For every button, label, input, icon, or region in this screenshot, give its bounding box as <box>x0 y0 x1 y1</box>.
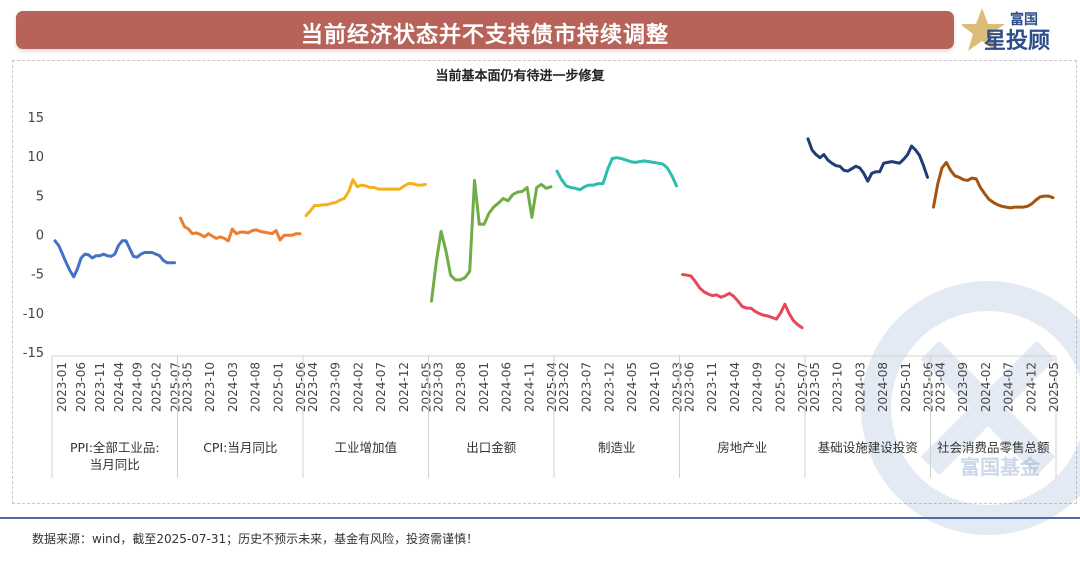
category-label: 出口金额 <box>466 440 517 455</box>
x-tick-label: 2023-10 <box>203 362 217 412</box>
category-label: 基础设施建设投资 <box>818 440 918 455</box>
series-line <box>430 178 553 303</box>
x-tick-label: 2025-03 <box>671 362 685 412</box>
series-line <box>806 137 929 183</box>
series-group: 2023-04 2023-09 2024-02 2024-07 2024-12 2025-… <box>302 178 434 478</box>
category-label: 房地产业 <box>717 440 767 455</box>
x-tick-label: 2025-04 <box>545 362 559 412</box>
x-tick-label: 2024-01 <box>477 362 491 412</box>
x-tick-label: 2024-09 <box>131 362 145 412</box>
series-group: 2023-05 2023-10 2024-03 2024-08 2025-01 2025-… <box>804 137 936 478</box>
page-title: 当前经济状态并不支持债市持续调整 <box>300 23 669 48</box>
x-tick-label: 2023-05 <box>181 362 195 412</box>
x-tick-label: 2025-05 <box>1047 362 1061 412</box>
chart-series: 2023-01 2023-06 2023-11 2024-04 2024-09 2025-… <box>51 137 1061 478</box>
x-tick-label: 2025-07 <box>796 362 810 412</box>
x-tick-label: 2024-11 <box>522 362 536 412</box>
series-group: 2023-03 2023-08 2024-01 2024-06 2024-11 2025-… <box>428 178 559 478</box>
x-tick-label: 2025-05 <box>420 362 434 412</box>
logo-main-text: 星投顾 <box>984 29 1050 54</box>
x-tick-label: 2023-08 <box>454 362 468 412</box>
x-tick-label: 2023-09 <box>329 362 343 412</box>
y-tick-label: 0 <box>36 229 44 244</box>
x-tick-label: 2023-09 <box>956 362 970 412</box>
x-tick-label: 2024-09 <box>751 362 765 412</box>
x-tick-label: 2024-08 <box>249 362 263 412</box>
series-line <box>179 216 302 243</box>
watermark <box>861 281 1080 535</box>
series-line <box>304 178 427 218</box>
x-tick-label: 2023-11 <box>93 362 107 412</box>
category-label: 社会消费品零售总额 <box>937 440 1050 455</box>
y-tick-label: -10 <box>23 307 44 322</box>
x-tick-label: 2023-07 <box>580 362 594 412</box>
watermark-text: 富国基金 <box>960 455 1041 479</box>
chart-frame <box>12 60 1077 504</box>
x-tick-label: 2025-06 <box>922 362 936 412</box>
title-banner: 当前经济状态并不支持债市持续调整 <box>16 11 954 49</box>
footer-note: 数据来源：wind，截至2025-07-31；历史不预示未来，基金有风险，投资需… <box>32 532 479 546</box>
series-group: 2023-02 2023-07 2023-12 2024-05 2024-10 2025-… <box>553 156 685 478</box>
x-tick-label: 2023-06 <box>683 362 697 412</box>
series-group: 2023-05 2023-10 2024-03 2024-08 2025-01 2025-… <box>177 216 308 478</box>
chart-title: 当前基本面仍有待进一步修复 <box>435 68 605 84</box>
brand-logo: 富国 星投顾 <box>962 8 1050 54</box>
footer-divider <box>0 517 1080 519</box>
x-tick-label: 2024-03 <box>226 362 240 412</box>
x-tick-label: 2025-07 <box>169 362 183 412</box>
x-tick-label: 2023-05 <box>808 362 822 412</box>
series-line <box>555 156 678 192</box>
x-tick-label: 2025-01 <box>899 362 913 412</box>
logo-top-text: 富国 <box>1010 11 1038 28</box>
y-axis: 15 10 5 0 -5 -10 -15 <box>23 111 44 361</box>
x-tick-label: 2023-04 <box>306 362 320 412</box>
x-tick-label: 2024-05 <box>625 362 639 412</box>
x-tick-label: 2023-12 <box>602 362 616 412</box>
y-tick-label: 15 <box>27 111 44 126</box>
x-tick-label: 2024-07 <box>374 362 388 412</box>
x-tick-label: 2025-06 <box>294 362 308 412</box>
x-tick-label: 2024-12 <box>397 362 411 412</box>
star-icon <box>962 8 1005 51</box>
category-label: 制造业 <box>598 440 636 455</box>
y-tick-label: -15 <box>23 346 44 361</box>
x-tick-label: 2024-06 <box>500 362 514 412</box>
series-group: 2023-01 2023-06 2023-11 2024-04 2024-09 2025-… <box>51 239 183 478</box>
series-group: 2023-06 2023-11 2024-04 2024-09 2025-02 2025-… <box>679 273 810 478</box>
x-tick-label: 2023-10 <box>831 362 845 412</box>
category-label: PPI:全部工业品: <box>70 440 160 455</box>
series-group: 2023-04 2023-09 2024-02 2024-07 2024-12 2025-… <box>930 160 1061 478</box>
x-tick-label: 2023-01 <box>55 362 69 412</box>
x-tick-label: 2025-02 <box>150 362 164 412</box>
x-tick-label: 2024-04 <box>728 362 742 412</box>
x-tick-label: 2024-07 <box>1002 362 1016 412</box>
x-tick-label: 2024-03 <box>853 362 867 412</box>
x-tick-label: 2025-02 <box>773 362 787 412</box>
x-tick-label: 2023-03 <box>432 362 446 412</box>
category-label: 工业增加值 <box>335 440 398 455</box>
y-tick-label: 5 <box>36 189 44 204</box>
x-tick-label: 2023-11 <box>705 362 719 412</box>
category-label: 当月同比 <box>90 457 140 472</box>
series-line <box>681 273 804 330</box>
x-tick-label: 2024-04 <box>112 362 126 412</box>
series-line <box>53 239 176 279</box>
x-tick-label: 2024-08 <box>876 362 890 412</box>
x-tick-label: 2024-10 <box>648 362 662 412</box>
x-tick-label: 2023-04 <box>934 362 948 412</box>
x-tick-label: 2023-06 <box>74 362 88 412</box>
category-label: CPI:当月同比 <box>203 440 277 455</box>
x-tick-label: 2024-02 <box>351 362 365 412</box>
y-tick-label: 10 <box>27 150 44 165</box>
x-tick-label: 2023-02 <box>557 362 571 412</box>
y-tick-label: -5 <box>31 268 44 283</box>
x-tick-label: 2024-02 <box>979 362 993 412</box>
series-line <box>932 160 1055 210</box>
x-tick-label: 2024-12 <box>1024 362 1038 412</box>
x-tick-label: 2025-01 <box>271 362 285 412</box>
